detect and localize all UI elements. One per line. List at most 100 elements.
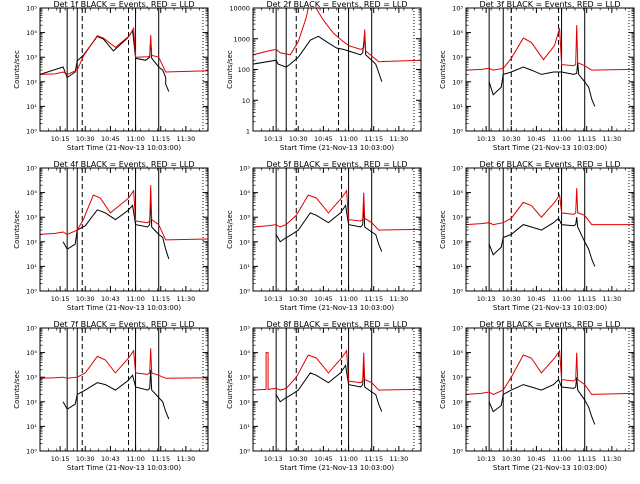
x-tick-label: 11:00	[339, 135, 358, 143]
y-tick-label: 10⁴	[239, 189, 250, 197]
x-tick-label: 10:45	[314, 135, 333, 143]
x-tick-label: 10:30	[289, 295, 308, 303]
x-tick-label: 11:30	[603, 135, 622, 143]
series-events-line	[488, 62, 596, 107]
panel-det-4: 10⁰ 10¹ 10² 10³ 10⁴ 10⁵ 10:15 10:30 10:43 11:00 11…	[13, 160, 209, 312]
y-tick-label: 10³	[26, 214, 37, 222]
x-tick-label: 11:00	[126, 135, 145, 143]
y-axis-label: Counts/sec	[226, 50, 234, 89]
y-tick-label: 10¹	[239, 263, 250, 271]
x-tick-label: 10:15	[51, 135, 70, 143]
y-tick-label: 10⁰	[26, 288, 37, 296]
x-tick-label: 10:45	[314, 295, 333, 303]
panel-det-5: 10⁰ 10¹ 10² 10³ 10⁴ 10⁵ 10:13 10:30 10:45 11:00 11…	[226, 160, 422, 312]
x-axis-label: Start Time (21-Nov-13 10:03:00)	[493, 464, 607, 472]
y-tick-label: 10²	[239, 398, 250, 406]
series-events-line	[275, 204, 383, 252]
y-tick-label: 10¹	[452, 263, 463, 271]
y-tick-label: 10⁴	[452, 29, 463, 37]
panel-det-7: 10⁰ 10¹ 10² 10³ 10⁴ 10⁵ 10:15 10:30 10:43 11:00 11…	[13, 320, 209, 472]
y-tick-label: 10⁴	[26, 189, 37, 197]
x-tick-label: 10:30	[502, 135, 521, 143]
x-tick-label: 10:13	[264, 135, 283, 143]
y-axis-label: Counts/sec	[13, 210, 21, 249]
plot-frame	[465, 167, 635, 292]
series-lld-line	[466, 188, 634, 226]
series-events-line	[488, 217, 596, 267]
x-axis-label: Start Time (21-Nov-13 10:03:00)	[67, 304, 181, 312]
y-tick-label: 10⁴	[26, 29, 37, 37]
y-tick-label: 10⁴	[452, 189, 463, 197]
series-lld-line	[253, 349, 421, 391]
y-tick-label: 10¹	[26, 423, 37, 431]
y-tick-label: 10³	[452, 214, 463, 222]
x-axis-label: Start Time (21-Nov-13 10:03:00)	[67, 144, 181, 152]
panel-det-3: 10⁰ 10¹ 10² 10³ 10⁴ 10⁵ 10:13 10:30 10:45 11:00 11…	[439, 0, 635, 152]
x-tick-label: 11:00	[552, 295, 571, 303]
series-lld-line	[40, 26, 208, 75]
y-tick-label: 10¹	[26, 103, 37, 111]
series-lld-line	[253, 189, 421, 231]
plot-frame	[39, 327, 209, 452]
panel-title: Det 9f BLACK = Events, RED = LLD	[479, 320, 620, 329]
y-tick-label: 10³	[239, 214, 250, 222]
x-tick-label: 10:15	[51, 295, 70, 303]
x-tick-label: 10:30	[76, 295, 95, 303]
x-tick-label: 11:30	[603, 455, 622, 463]
y-tick-label: 1000	[233, 35, 250, 43]
series-lld-line	[466, 25, 634, 71]
y-tick-label: 10⁵	[26, 325, 37, 333]
y-tick-label: 10⁰	[452, 128, 463, 136]
y-tick-label: 10²	[26, 78, 37, 86]
y-tick-label: 10²	[26, 238, 37, 246]
x-axis-label: Start Time (21-Nov-13 10:03:00)	[493, 144, 607, 152]
x-tick-label: 10:30	[76, 135, 95, 143]
x-axis-label: Start Time (21-Nov-13 10:03:00)	[280, 464, 394, 472]
y-tick-label: 10⁵	[452, 325, 463, 333]
y-tick-label: 10¹	[452, 423, 463, 431]
x-tick-label: 11:00	[339, 295, 358, 303]
y-axis-label: Counts/sec	[13, 50, 21, 89]
series-events-line	[40, 29, 170, 92]
y-axis-label: Counts/sec	[439, 210, 447, 249]
y-tick-label: 10⁵	[26, 5, 37, 13]
x-axis-label: Start Time (21-Nov-13 10:03:00)	[280, 304, 394, 312]
x-tick-label: 11:30	[603, 295, 622, 303]
x-tick-label: 10:30	[289, 455, 308, 463]
y-tick-label: 10⁵	[239, 165, 250, 173]
y-tick-label: 10¹	[239, 423, 250, 431]
x-tick-label: 11:00	[126, 295, 145, 303]
y-tick-label: 10⁰	[26, 448, 37, 456]
panel-title: Det 8f BLACK = Events, RED = LLD	[266, 320, 407, 329]
y-tick-label: 10³	[452, 374, 463, 382]
series-lld-line	[40, 348, 208, 379]
x-axis-label: Start Time (21-Nov-13 10:03:00)	[280, 144, 394, 152]
y-tick-label: 10²	[452, 78, 463, 86]
x-tick-label: 11:30	[177, 135, 196, 143]
y-axis-label: Counts/sec	[439, 370, 447, 409]
y-tick-label: 10⁵	[452, 5, 463, 13]
y-tick-label: 10⁰	[452, 288, 463, 296]
y-tick-label: 10²	[452, 238, 463, 246]
series-lld-line	[40, 185, 208, 241]
x-tick-label: 11:15	[364, 455, 383, 463]
y-axis-label: Counts/sec	[13, 370, 21, 409]
series-events-line	[488, 377, 596, 425]
y-tick-label: 10⁰	[452, 448, 463, 456]
plot-frame	[465, 327, 635, 452]
x-tick-label: 10:30	[502, 295, 521, 303]
x-tick-label: 11:30	[390, 455, 409, 463]
y-tick-label: 10⁰	[239, 448, 250, 456]
x-tick-label: 10:43	[101, 455, 120, 463]
y-tick-label: 10⁰	[239, 288, 250, 296]
y-tick-label: 10³	[239, 374, 250, 382]
y-tick-label: 10⁵	[452, 165, 463, 173]
y-axis-label: Counts/sec	[226, 210, 234, 249]
x-tick-label: 11:15	[151, 135, 170, 143]
y-tick-label: 10²	[452, 398, 463, 406]
y-tick-label: 10⁵	[26, 165, 37, 173]
x-tick-label: 10:43	[101, 295, 120, 303]
x-tick-label: 11:30	[390, 135, 409, 143]
y-tick-label: 10	[242, 97, 250, 105]
